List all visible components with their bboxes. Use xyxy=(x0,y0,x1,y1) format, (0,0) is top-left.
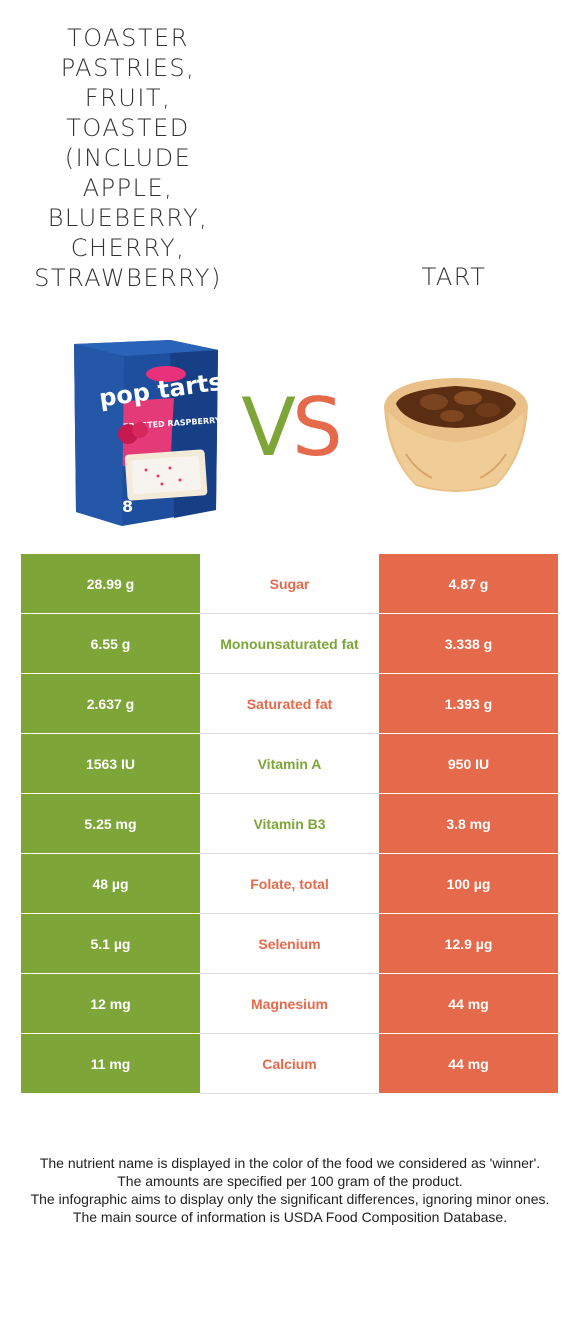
left-value-cell: 1563 IU xyxy=(21,734,200,794)
comparison-table: 28.99 g Sugar 4.87 g 6.55 g Monounsaturated … xyxy=(21,554,558,1094)
table-row: 6.55 g Monounsaturated fat 3.338 g xyxy=(21,614,558,674)
footer-notes: The nutrient name is displayed in the co… xyxy=(20,1154,560,1226)
box-count-text: 8 xyxy=(122,497,133,516)
right-value-cell: 950 IU xyxy=(379,734,558,794)
right-value-cell: 3.8 mg xyxy=(379,794,558,854)
table-row: 5.1 µg Selenium 12.9 µg xyxy=(21,914,558,974)
right-value-cell: 4.87 g xyxy=(379,554,558,614)
nutrient-name-cell: Magnesium xyxy=(200,974,379,1034)
left-food-title-line: PASTRIES, xyxy=(60,54,196,82)
vs-s: S xyxy=(291,381,343,474)
left-food-title-line: STRAWBERRY) xyxy=(34,264,222,292)
left-value-cell: 28.99 g xyxy=(21,554,200,614)
right-value-cell: 100 µg xyxy=(379,854,558,914)
left-food-title-line: FRUIT, xyxy=(84,84,172,112)
right-value-cell: 44 mg xyxy=(379,1034,558,1094)
left-value-cell: 12 mg xyxy=(21,974,200,1034)
nutrient-name-cell: Sugar xyxy=(200,554,379,614)
left-food-title-line: CHERRY, xyxy=(70,234,186,262)
left-food-title-line: BLUEBERRY, xyxy=(47,204,209,232)
right-food-title: TART xyxy=(421,263,487,291)
footer-note: The amounts are specified per 100 gram o… xyxy=(117,1173,463,1189)
pop-tarts-box-image: pop tarts FROSTED RASPBERRY 8 xyxy=(74,340,224,526)
left-food-title: TOASTER PASTRIES, FRUIT, TOASTED (INCLUD… xyxy=(0,23,256,293)
left-value-cell: 48 µg xyxy=(21,854,200,914)
vs-label: VS xyxy=(220,378,360,478)
right-value-cell: 1.393 g xyxy=(379,674,558,734)
vs-v: V xyxy=(241,381,296,474)
table-row: 48 µg Folate, total 100 µg xyxy=(21,854,558,914)
tart-image xyxy=(384,378,528,492)
nutrient-name-cell: Vitamin A xyxy=(200,734,379,794)
table-row: 1563 IU Vitamin A 950 IU xyxy=(21,734,558,794)
table-row: 5.25 mg Vitamin B3 3.8 mg xyxy=(21,794,558,854)
nutrient-name-cell: Monounsaturated fat xyxy=(200,614,379,674)
left-food-title-line: TOASTED xyxy=(66,114,190,142)
footer-note: The infographic aims to display only the… xyxy=(30,1191,550,1207)
left-value-cell: 6.55 g xyxy=(21,614,200,674)
table-row: 2.637 g Saturated fat 1.393 g xyxy=(21,674,558,734)
left-food-title-line: (INCLUDE xyxy=(64,144,192,172)
left-value-cell: 11 mg xyxy=(21,1034,200,1094)
table-row: 28.99 g Sugar 4.87 g xyxy=(21,554,558,614)
left-value-cell: 5.25 mg xyxy=(21,794,200,854)
right-value-cell: 3.338 g xyxy=(379,614,558,674)
table-row: 11 mg Calcium 44 mg xyxy=(21,1034,558,1094)
footer-note: The nutrient name is displayed in the co… xyxy=(39,1155,541,1171)
nutrient-name-cell: Saturated fat xyxy=(200,674,379,734)
left-food-title-line: TOASTER xyxy=(67,24,189,52)
right-value-cell: 44 mg xyxy=(379,974,558,1034)
nutrient-name-cell: Selenium xyxy=(200,914,379,974)
nutrient-name-cell: Folate, total xyxy=(200,854,379,914)
table-row: 12 mg Magnesium 44 mg xyxy=(21,974,558,1034)
left-value-cell: 5.1 µg xyxy=(21,914,200,974)
footer-note: The main source of information is USDA F… xyxy=(72,1209,508,1225)
left-food-title-line: APPLE, xyxy=(82,174,174,202)
nutrient-name-cell: Vitamin B3 xyxy=(200,794,379,854)
nutrient-name-cell: Calcium xyxy=(200,1034,379,1094)
right-value-cell: 12.9 µg xyxy=(379,914,558,974)
left-value-cell: 2.637 g xyxy=(21,674,200,734)
